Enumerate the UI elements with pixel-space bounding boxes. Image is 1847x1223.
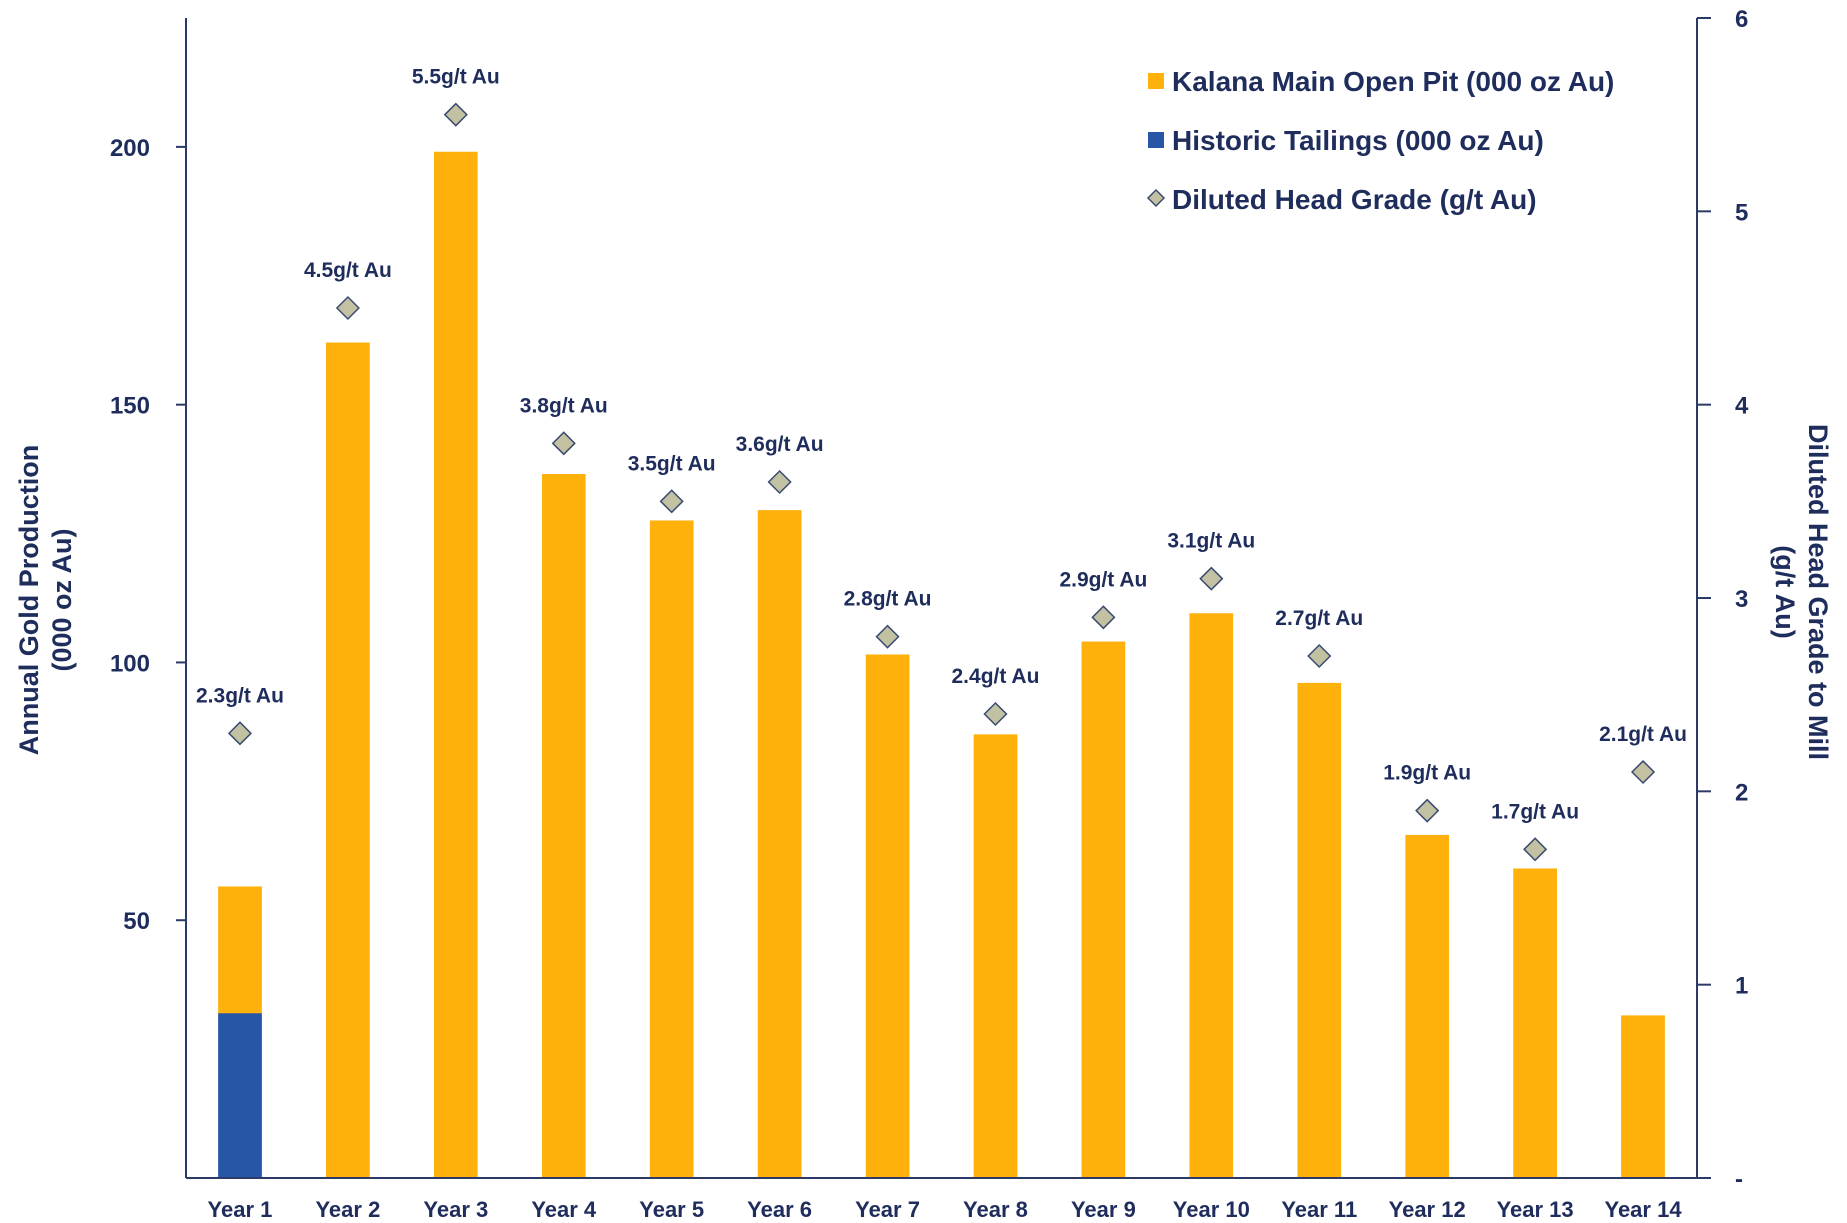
x-tick-label: Year 13 bbox=[1497, 1197, 1574, 1222]
legend-swatch-open-pit bbox=[1148, 73, 1164, 89]
legend-label-open-pit: Kalana Main Open Pit (000 oz Au) bbox=[1172, 66, 1614, 97]
x-tick-label: Year 14 bbox=[1604, 1197, 1682, 1222]
grade-marker-9 bbox=[1091, 605, 1116, 630]
grade-marker-14 bbox=[1630, 759, 1656, 785]
grade-data-label-1: 2.3g/t Au bbox=[196, 684, 284, 707]
y2-tick-label: 5 bbox=[1735, 199, 1748, 226]
bar-open-pit-2 bbox=[326, 342, 370, 1179]
labels-layer: 2.3g/t Au 4.5g/t Au 5.5g/t Au 3.8g/t Au 3.5g… bbox=[196, 66, 1687, 824]
bar-open-pit-9 bbox=[1081, 641, 1126, 1179]
y-axis-title: Annual Gold Production (000 oz Au) bbox=[14, 445, 77, 755]
x-tick-label: Year 5 bbox=[639, 1197, 704, 1222]
x-tick-label: Year 10 bbox=[1173, 1197, 1250, 1222]
legend-label-grade: Diluted Head Grade (g/t Au) bbox=[1172, 184, 1537, 215]
legend: Kalana Main Open Pit (000 oz Au) Histori… bbox=[1146, 66, 1614, 215]
grade-marker-6 bbox=[767, 469, 792, 495]
grade-data-label-4: 3.8g/t Au bbox=[520, 394, 608, 417]
legend-label-tailings: Historic Tailings (000 oz Au) bbox=[1172, 125, 1544, 156]
grade-marker-13 bbox=[1523, 837, 1548, 862]
x-tick-label: Year 8 bbox=[963, 1197, 1028, 1222]
y2-tick-label: 4 bbox=[1735, 393, 1749, 420]
grade-marker-2 bbox=[335, 295, 360, 321]
x-tick-label: Year 1 bbox=[208, 1197, 273, 1222]
bar-open-pit-14 bbox=[1621, 1015, 1665, 1179]
bar-tailings-1 bbox=[218, 1012, 262, 1179]
x-tick-label: Year 12 bbox=[1389, 1197, 1466, 1222]
y-tick-label: 50 bbox=[123, 908, 150, 935]
y2-tick-label: - bbox=[1735, 1166, 1743, 1193]
grade-data-label-2: 4.5g/t Au bbox=[304, 259, 392, 282]
bar-open-pit-7 bbox=[865, 654, 910, 1179]
grade-marker-11 bbox=[1307, 643, 1332, 669]
grade-data-label-9: 2.9g/t Au bbox=[1059, 568, 1147, 591]
legend-swatch-tailings bbox=[1148, 132, 1164, 148]
y-tick-label: 200 bbox=[110, 135, 150, 162]
y-axis-title-line-1: Annual Gold Production bbox=[14, 445, 44, 755]
bar-open-pit-5 bbox=[649, 520, 694, 1179]
x-tick-label: Year 3 bbox=[423, 1197, 488, 1222]
bar-open-pit-1 bbox=[218, 886, 262, 1014]
grade-marker-4 bbox=[551, 431, 576, 456]
grade-marker-3 bbox=[443, 102, 468, 127]
y2-axis-title: Diluted Head Grade to Mill (g/t Au) bbox=[1770, 424, 1833, 760]
grade-data-label-5: 3.5g/t Au bbox=[628, 452, 716, 475]
grade-marker-7 bbox=[875, 624, 900, 649]
x-tick-label: Year 7 bbox=[855, 1197, 920, 1222]
bar-open-pit-12 bbox=[1405, 834, 1450, 1179]
bar-open-pit-8 bbox=[973, 734, 1018, 1179]
x-tick-label: Year 4 bbox=[531, 1197, 597, 1222]
y2-tick-label: 6 bbox=[1735, 6, 1748, 33]
grade-data-label-14: 2.1g/t Au bbox=[1599, 723, 1687, 746]
grade-data-label-13: 1.7g/t Au bbox=[1491, 800, 1579, 823]
grade-marker-1 bbox=[227, 721, 253, 746]
y2-tick-label: 2 bbox=[1735, 779, 1748, 806]
grade-marker-12 bbox=[1415, 798, 1440, 823]
y-tick-label: 150 bbox=[110, 393, 150, 420]
x-tick-label: Year 11 bbox=[1281, 1197, 1357, 1222]
bar-open-pit-4 bbox=[541, 474, 586, 1179]
markers-layer bbox=[227, 102, 1656, 862]
grade-data-label-7: 2.8g/t Au bbox=[844, 588, 932, 611]
legend-marker-grade bbox=[1146, 188, 1166, 208]
bar-open-pit-13 bbox=[1513, 868, 1557, 1179]
grade-marker-10 bbox=[1199, 566, 1224, 591]
y2-axis-title-line-1: Diluted Head Grade to Mill bbox=[1803, 424, 1833, 760]
axes-layer: 50 100 150 200 - 1 2 3 4 5 6 Year 1 Year 2 Year 3 Year… bbox=[110, 6, 1749, 1222]
y-tick-label: 100 bbox=[110, 650, 150, 677]
x-tick-label: Year 2 bbox=[315, 1197, 380, 1222]
grade-data-label-8: 2.4g/t Au bbox=[952, 665, 1040, 688]
x-tick-label: Year 9 bbox=[1071, 1197, 1136, 1222]
grade-data-label-12: 1.9g/t Au bbox=[1383, 762, 1471, 785]
grade-data-label-10: 3.1g/t Au bbox=[1167, 530, 1255, 553]
grade-data-label-11: 2.7g/t Au bbox=[1275, 607, 1363, 630]
y2-axis-title-line-2: (g/t Au) bbox=[1770, 545, 1800, 638]
y2-tick-label: 1 bbox=[1735, 973, 1748, 1000]
bar-open-pit-6 bbox=[757, 510, 802, 1179]
x-tick-label: Year 6 bbox=[747, 1197, 812, 1222]
bar-open-pit-10 bbox=[1189, 613, 1234, 1179]
y2-tick-label: 3 bbox=[1735, 586, 1748, 613]
bar-open-pit-3 bbox=[433, 151, 478, 1179]
y-axis-title-line-2: (000 oz Au) bbox=[47, 528, 77, 671]
grade-data-label-3: 5.5g/t Au bbox=[412, 66, 500, 89]
grade-marker-8 bbox=[983, 701, 1008, 727]
grade-marker-5 bbox=[659, 489, 684, 514]
bars-layer bbox=[218, 151, 1665, 1179]
grade-data-label-6: 3.6g/t Au bbox=[736, 433, 824, 456]
bar-open-pit-11 bbox=[1297, 682, 1342, 1179]
